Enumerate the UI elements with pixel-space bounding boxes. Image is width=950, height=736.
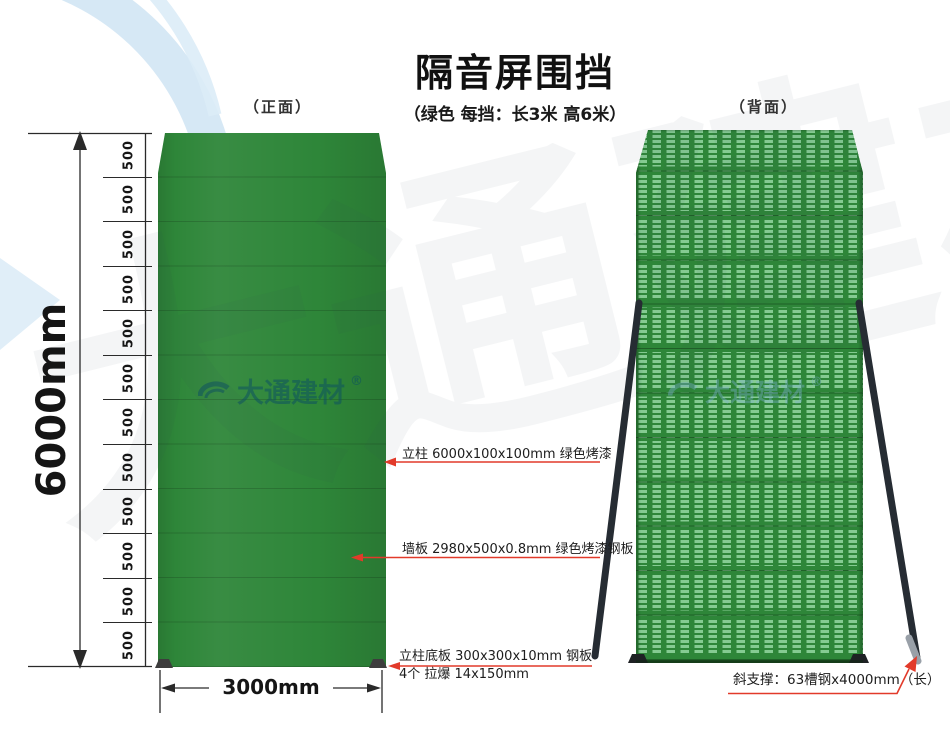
segment-label: 500	[121, 496, 137, 527]
segment-tick: 500	[103, 400, 152, 446]
segment-label: 500	[121, 407, 137, 438]
annotation-post: 立柱 6000x100x100mm 绿色烤漆	[402, 447, 612, 462]
segment-tick: 500	[103, 356, 152, 401]
brace-metal-tip	[905, 634, 922, 665]
segment-label: 500	[121, 362, 137, 393]
segment-tick: 500	[103, 579, 152, 624]
front-panel	[158, 133, 386, 667]
height-dimension-label: 6000mm	[29, 302, 75, 498]
height-segments: 500 500 500 500 500 500 500 500 500 500 500 500	[103, 133, 152, 667]
segment-tick: 500	[103, 133, 152, 178]
segment-tick: 500	[103, 490, 152, 535]
segment-label: 500	[121, 540, 137, 572]
segment-tick: 500	[103, 445, 152, 490]
annotation-wall-panel: 墙板 2980x500x0.8mm 绿色烤漆钢板	[402, 542, 634, 557]
annotation-base-plate: 立柱底板 300x300x10mm 钢板 4个 拉爆 14x150mm	[399, 648, 592, 684]
segment-label: 500	[121, 228, 137, 260]
page-subtitle: （绿色 每挡：长3米 高6米）	[403, 105, 627, 125]
segment-label: 500	[121, 585, 137, 616]
front-view-label: （正面）	[243, 98, 312, 116]
segment-label: 500	[121, 630, 137, 661]
segment-label: 500	[121, 139, 137, 170]
segment-tick: 500	[103, 178, 152, 223]
segment-tick: 500	[103, 534, 152, 579]
segment-tick: 500	[103, 623, 152, 667]
annotation-base-plate-line2: 4个 拉爆 14x150mm	[399, 667, 529, 682]
segment-tick: 500	[103, 267, 152, 312]
page-title: 隔音屏围挡	[414, 51, 615, 95]
segment-label: 500	[121, 273, 137, 304]
segment-label: 500	[121, 451, 137, 482]
back-panel	[636, 130, 863, 663]
back-view-label: （背面）	[729, 98, 798, 116]
segment-label: 500	[121, 184, 137, 215]
annotation-base-plate-line1: 立柱底板 300x300x10mm 钢板	[399, 649, 593, 664]
width-dimension-label: 3000mm	[209, 675, 333, 699]
segment-tick: 500	[103, 222, 152, 267]
segment-label: 500	[121, 318, 137, 349]
annotation-diagonal-brace: 斜支撑：63槽钢x4000mm（长）	[733, 672, 941, 688]
segment-tick: 500	[103, 311, 152, 356]
